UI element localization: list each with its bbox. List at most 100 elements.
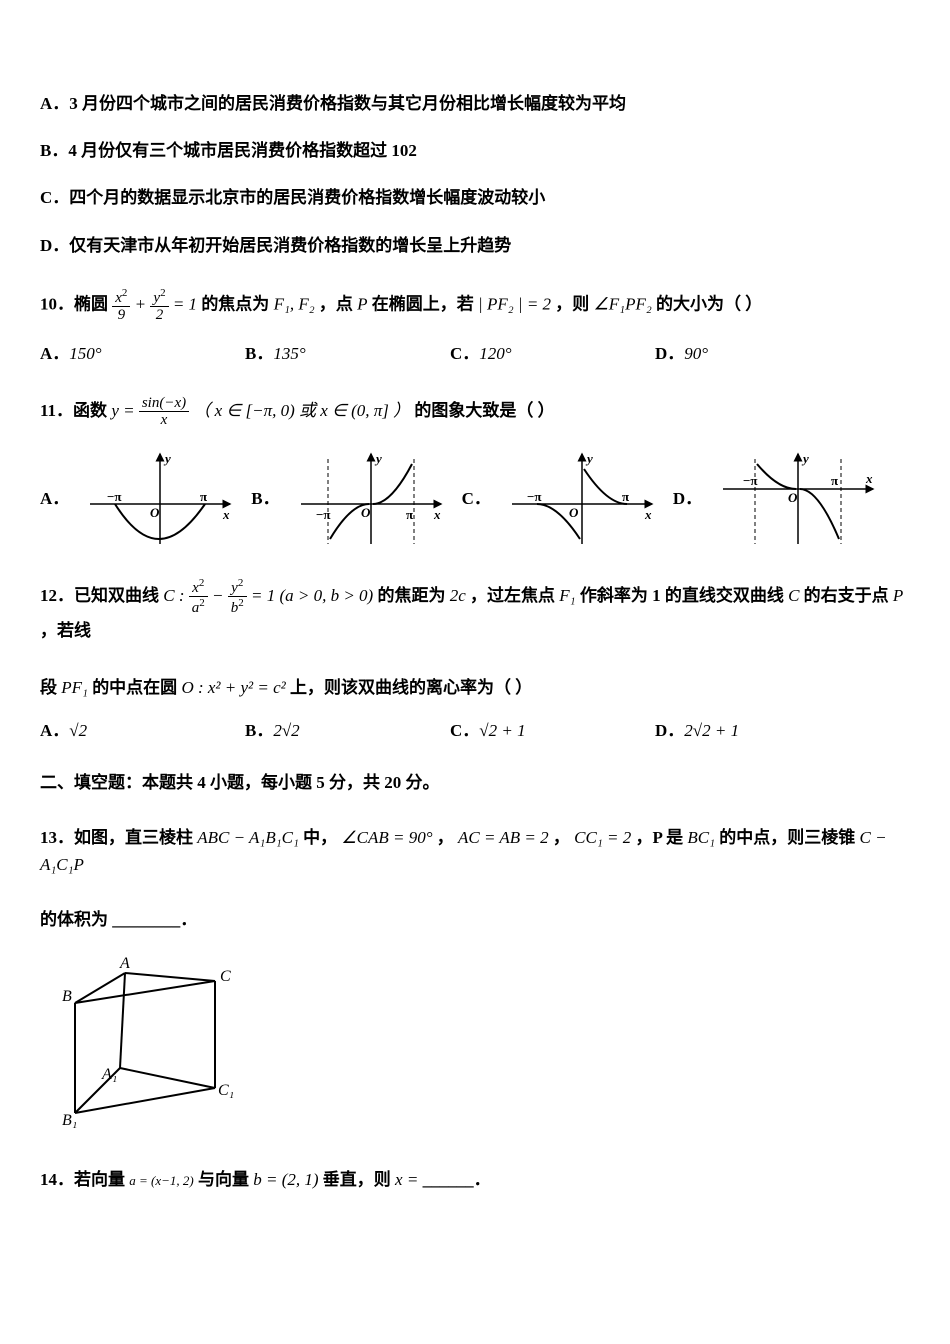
- q10-optD-label: D．: [655, 344, 684, 363]
- svg-text:−π: −π: [743, 473, 758, 488]
- q13-m3: ，: [553, 828, 570, 847]
- svg-text:π: π: [622, 489, 629, 504]
- q11-graphD: y x O −π π: [718, 449, 878, 549]
- q10-optC-label: C．: [450, 344, 479, 363]
- q10-optA-label: A．: [40, 344, 69, 363]
- q10-P: P: [357, 294, 367, 313]
- svg-text:x: x: [644, 507, 652, 522]
- q12-lead: 12．已知双曲线: [40, 586, 159, 605]
- svg-text:B: B: [62, 988, 72, 1005]
- q10-lead: 10．椭圆: [40, 294, 108, 313]
- q10-cond: | PF₂ | = 2: [478, 294, 551, 313]
- svg-text:A₁: A₁: [101, 1066, 117, 1083]
- q10-options: A．150° B．135° C．120° D．90°: [40, 340, 860, 367]
- q14-b: b = (2, 1): [253, 1170, 318, 1189]
- q12-options: A．√2 B．2√2 C．√2 + 1 D．2√2 + 1: [40, 717, 860, 744]
- svg-text:−π: −π: [316, 507, 331, 522]
- q10-mid3: 在椭圆上，若: [372, 294, 474, 313]
- q10-optA: 150°: [69, 344, 101, 363]
- svg-text:B₁: B₁: [62, 1112, 77, 1128]
- q12-optA-label: A．: [40, 721, 69, 740]
- q13-ang: ∠CAB = 90°: [341, 828, 432, 847]
- q10-optD: 90°: [684, 344, 708, 363]
- q12-Cc: C: [788, 586, 799, 605]
- svg-text:C: C: [220, 968, 231, 985]
- q11-num: sin(−x): [139, 395, 189, 413]
- q13-line1: 13．如图，直三棱柱 ABC − A₁B₁C₁ 中， ∠CAB = 90° ， …: [40, 824, 910, 878]
- q13-figure: A C B A₁ C₁ B₁: [60, 953, 910, 1136]
- q14-m2: 垂直，则: [323, 1170, 391, 1189]
- section2-title: 二、填空题：本题共 4 小题，每小题 5 分，共 20 分。: [40, 769, 910, 796]
- q14-blank: ______．: [423, 1170, 491, 1189]
- q11-graph-row: A． y x O −π π B． y x O −π π C．: [40, 449, 910, 549]
- q11-yeq: y =: [111, 401, 134, 420]
- q10-tail: 的大小为（ ）: [656, 294, 762, 313]
- q13-line2: 的体积为 ________．: [40, 906, 910, 933]
- q12-line1: 12．已知双曲线 C : x2a2 − y2b2 = 1 (a > 0, b >…: [40, 577, 910, 644]
- q12-cond: = 1 (a > 0, b > 0): [251, 586, 373, 605]
- q12-optA: √2: [69, 721, 87, 740]
- q12-optC: √2 + 1: [479, 721, 525, 740]
- svg-text:A: A: [119, 955, 130, 972]
- q12-circle: O : x² + y² = c²: [181, 678, 285, 697]
- q13-m5: 的中点，则三棱锥: [719, 828, 855, 847]
- q11-labelD: D．: [673, 485, 702, 512]
- q10-optC: 120°: [479, 344, 511, 363]
- q12-C: C :: [163, 586, 184, 605]
- q14-a: a = (x−1, 2): [129, 1173, 193, 1188]
- q12-PF1: PF₁: [61, 678, 88, 697]
- q10-foci: F₁, F₂: [274, 294, 315, 313]
- q13-m2: ，: [437, 828, 454, 847]
- q10-9: 9: [112, 307, 130, 324]
- q14-lead: 14．若向量: [40, 1170, 125, 1189]
- q12-x: x: [192, 580, 199, 596]
- q13-ac: AC = AB = 2: [458, 828, 549, 847]
- svg-text:x: x: [865, 471, 873, 486]
- q10-optB: 135°: [273, 344, 305, 363]
- q12-y: y: [231, 580, 238, 596]
- q13-cc: CC₁ = 2: [574, 828, 631, 847]
- svg-text:C₁: C₁: [218, 1082, 234, 1099]
- q14: 14．若向量 a = (x−1, 2) 与向量 b = (2, 1) 垂直，则 …: [40, 1166, 910, 1193]
- q12-l2c: 上，则该双曲线的离心率为（ ）: [290, 678, 532, 697]
- q14-x: x =: [395, 1170, 418, 1189]
- q11-den: x: [139, 412, 189, 429]
- q13-l2: 的体积为: [40, 910, 108, 929]
- q12-mid4: 的右支于点: [804, 586, 889, 605]
- q12-optC-label: C．: [450, 721, 479, 740]
- q13-m1: 中，: [303, 828, 337, 847]
- q12-optB: 2√2: [273, 721, 299, 740]
- q12-mid3: 作斜率为 1 的直线交双曲线: [580, 586, 784, 605]
- stmt-B: B．4 月份仅有三个城市居民消费价格指数超过 102: [40, 137, 910, 164]
- q12-line2: 段 PF₁ 的中点在圆 O : x² + y² = c² 上，则该双曲线的离心率…: [40, 674, 910, 701]
- q13-m4: ，P 是: [635, 828, 683, 847]
- q11-graphC: y x O −π π: [507, 449, 657, 549]
- q13-blank: ________．: [112, 910, 197, 929]
- svg-text:y: y: [163, 451, 171, 466]
- q10-optB-label: B．: [245, 344, 273, 363]
- q12-F1: F₁: [559, 586, 575, 605]
- stmt-C: C．四个月的数据显示北京市的居民消费价格指数增长幅度波动较小: [40, 184, 910, 211]
- q11-labelA: A．: [40, 485, 69, 512]
- svg-text:O: O: [361, 505, 371, 520]
- q14-m1: 与向量: [198, 1170, 249, 1189]
- svg-text:y: y: [585, 451, 593, 466]
- q10-angle: ∠F₁PF₂: [594, 294, 652, 313]
- q12-l2b: 的中点在圆: [92, 678, 177, 697]
- q12-optB-label: B．: [245, 721, 273, 740]
- q11-graphA: y x O −π π: [85, 449, 235, 549]
- q12-optD: 2√2 + 1: [684, 721, 739, 740]
- q12-l2a: 段: [40, 678, 57, 697]
- q10: 10．椭圆 x29 + y22 = 1 的焦点为 F₁, F₂ ，点 P 在椭圆…: [40, 287, 910, 324]
- svg-text:y: y: [374, 451, 382, 466]
- svg-text:O: O: [788, 490, 798, 505]
- svg-text:π: π: [406, 507, 413, 522]
- q12-P: P: [893, 586, 903, 605]
- svg-text:−π: −π: [107, 489, 122, 504]
- svg-text:x: x: [222, 507, 230, 522]
- q12-mid5: ，若线: [40, 621, 91, 640]
- q13-lead: 13．如图，直三棱柱: [40, 828, 193, 847]
- q11: 11．函数 y = sin(−x)x （ x ∈ [−π, 0) 或 x ∈ (…: [40, 395, 910, 429]
- svg-text:O: O: [150, 505, 160, 520]
- q10-2: 2: [150, 307, 168, 324]
